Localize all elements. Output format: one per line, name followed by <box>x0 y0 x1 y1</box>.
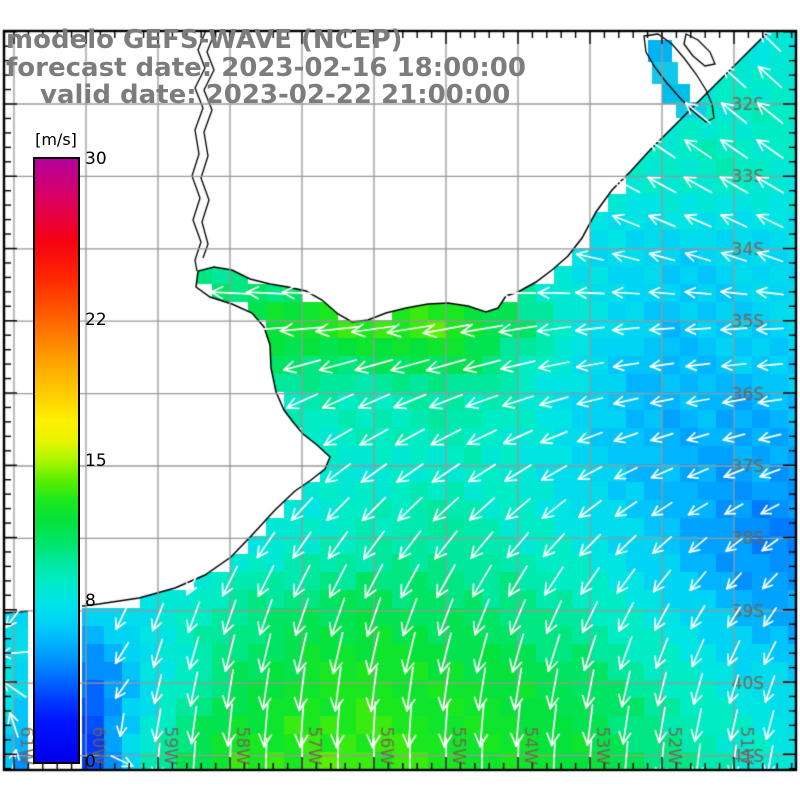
colorbar-unit-label: [m/s] <box>35 130 77 149</box>
colorbar-tick-label: 0 <box>85 752 96 772</box>
colorbar-tick-label: 30 <box>85 149 107 169</box>
colorbar-tick-label: 8 <box>85 591 96 612</box>
colorbar-tick-label: 22 <box>85 309 107 330</box>
colorbar <box>33 157 80 764</box>
colorbar-tick-label: 15 <box>85 450 107 471</box>
